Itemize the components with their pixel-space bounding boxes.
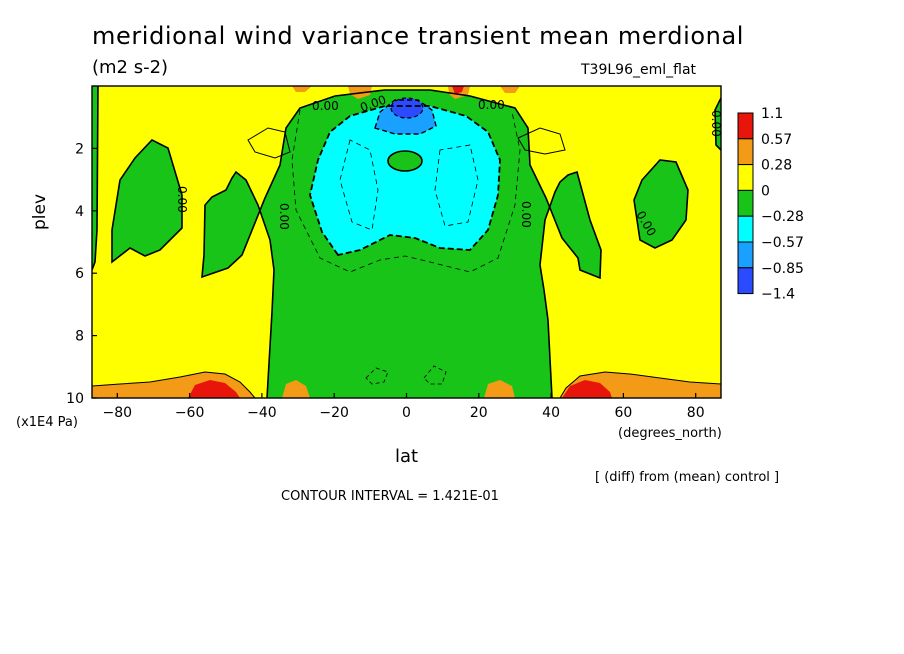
- colorbar-label: −0.85: [761, 261, 804, 277]
- zero-contour-left-edge: [92, 86, 99, 271]
- contour-bottom-right: [559, 371, 721, 398]
- colorbar-label: 0.57: [761, 132, 792, 148]
- negative-contour-outer: [291, 109, 521, 273]
- contour-label-left-shoulder: 0.00: [175, 186, 189, 213]
- central-green-region: [202, 90, 601, 398]
- x-axis-unit: (degrees_north): [618, 426, 722, 441]
- negative-contour-core: [390, 97, 424, 119]
- zero-contour-right-edge: [714, 97, 721, 151]
- difference-note: [ (diff) from (mean) control ]: [595, 470, 780, 485]
- colorbar-swatch: [737, 112, 754, 140]
- x-axis-label: lat: [395, 446, 419, 467]
- negative-contour-bottom-right-loop: [423, 365, 447, 385]
- run-label: T39L96_eml_flat: [581, 62, 697, 78]
- negative-contour-inner-right: [434, 144, 479, 227]
- colorbar-swatch: [737, 267, 754, 295]
- negative-contour-bottom-left-loop: [365, 367, 389, 385]
- right-shoulder-green-region: [634, 160, 688, 248]
- contour-label-top-right: 0.00: [478, 98, 505, 112]
- chart-title: meridional wind variance transient mean …: [92, 22, 745, 50]
- zero-contour-central: [201, 89, 602, 398]
- zero-contour-inner-blob: [387, 150, 423, 172]
- colorbar-label: 1.1: [761, 106, 783, 122]
- top-red-blob-right: [452, 86, 464, 94]
- colorbar-swatch: [737, 164, 754, 191]
- bottom-left-red-blob: [188, 380, 240, 398]
- contour-label-left-plume: 0.00: [277, 203, 291, 230]
- colorbar-legend: 1.1 0.57 0.28 0 −0.28 −0.57 −0.85 −1.4: [737, 106, 804, 303]
- x-tick-label: −80: [103, 405, 133, 421]
- contour-fill-layer: [92, 86, 721, 398]
- left-shoulder-green-region: [112, 140, 182, 262]
- contour-label-right-edge: 0.00: [709, 110, 723, 137]
- zero-contour-left-shoulder: [111, 139, 183, 264]
- contour-label-top-left: 0.00: [312, 99, 339, 113]
- units-label: (m2 s-2): [92, 57, 169, 78]
- y-axis-unit: (x1E4 Pa): [16, 415, 78, 430]
- bottom-centre-orange-right: [484, 380, 515, 398]
- contour-loop-left: [247, 127, 291, 159]
- deep-blue-core: [391, 98, 423, 118]
- y-tick-label: 2: [75, 141, 84, 157]
- zero-contour-right-shoulder: [633, 159, 689, 249]
- contour-line-layer: [92, 86, 721, 398]
- x-tick-label: 80: [687, 405, 705, 421]
- cyan-core-region: [310, 106, 500, 255]
- colorbar-swatch: [737, 215, 754, 243]
- colorbar-swatch: [737, 241, 754, 269]
- inner-green-blob: [388, 151, 422, 171]
- negative-contour-midblue: [374, 99, 437, 135]
- colorbar-label: 0: [761, 183, 770, 199]
- x-axis-ticks: −80 −60 −40 −20 0 20 40 60 80: [103, 393, 705, 421]
- x-tick-label: 20: [470, 405, 488, 421]
- contour-bottom-left: [92, 371, 256, 398]
- top-orange-blob-far-right: [500, 86, 520, 93]
- x-tick-label: −60: [175, 405, 205, 421]
- colorbar-label: −0.57: [761, 235, 804, 251]
- contour-label-right-plume: 0.00: [519, 201, 533, 228]
- colorbar-label: −1.4: [761, 287, 795, 303]
- y-tick-label: 8: [75, 329, 84, 345]
- colorbar-label: −0.28: [761, 209, 804, 225]
- y-tick-label: 10: [66, 391, 84, 407]
- x-tick-label: 40: [542, 405, 560, 421]
- x-tick-label: −40: [247, 405, 277, 421]
- top-orange-blob-far-left: [292, 86, 312, 92]
- contour-interval-label: CONTOUR INTERVAL = 1.421E-01: [281, 489, 499, 504]
- bottom-centre-orange-left: [282, 380, 310, 398]
- y-axis-ticks: 2 4 6 8 10: [66, 141, 97, 407]
- y-tick-label: 6: [75, 266, 84, 282]
- negative-contour-layer: [291, 97, 521, 385]
- contour-loop-right: [517, 127, 566, 155]
- colorbar-swatch: [737, 189, 754, 217]
- colorbar-label: 0.28: [761, 158, 792, 174]
- bottom-right-red-blob: [562, 380, 612, 398]
- x-tick-label: 0: [402, 405, 411, 421]
- colorbar-swatch: [737, 138, 754, 166]
- y-tick-label: 4: [75, 204, 84, 220]
- negative-contour-cyan-boundary: [309, 105, 501, 257]
- x-tick-label: −20: [319, 405, 349, 421]
- x-tick-label: 60: [614, 405, 632, 421]
